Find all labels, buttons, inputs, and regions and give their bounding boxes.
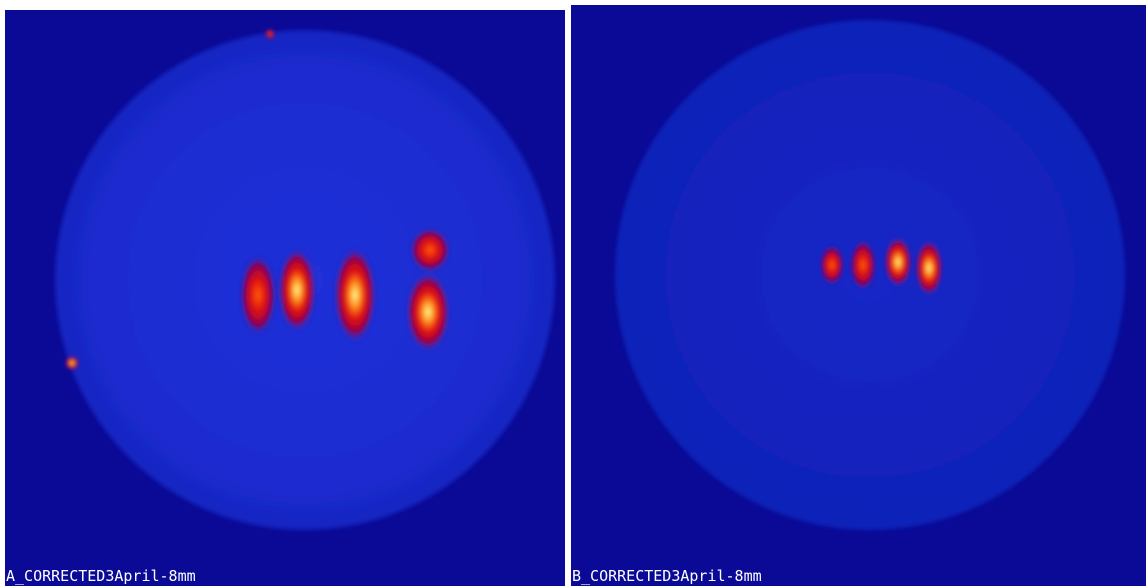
hot-spot — [410, 228, 450, 272]
hot-spot — [915, 240, 943, 296]
hot-spot — [278, 248, 316, 332]
hot-spot — [850, 240, 876, 290]
page: A_CORRECTED3April-8mm B_CORRECTED3April-… — [0, 0, 1146, 586]
scan-viewer: A_CORRECTED3April-8mm B_CORRECTED3April-… — [0, 0, 1146, 586]
hot-spot — [884, 237, 912, 287]
panel-b: B_CORRECTED3April-8mm — [571, 5, 1146, 586]
hot-spot — [65, 356, 79, 370]
hot-spot — [265, 29, 275, 39]
hot-spot — [334, 247, 376, 343]
hot-spot — [406, 272, 450, 352]
panel-a: A_CORRECTED3April-8mm — [5, 10, 565, 586]
panel-label: A_CORRECTED3April-8mm — [6, 567, 196, 585]
hot-spot — [240, 255, 276, 335]
hot-spot — [820, 245, 844, 285]
panel-label: B_CORRECTED3April-8mm — [572, 567, 762, 585]
